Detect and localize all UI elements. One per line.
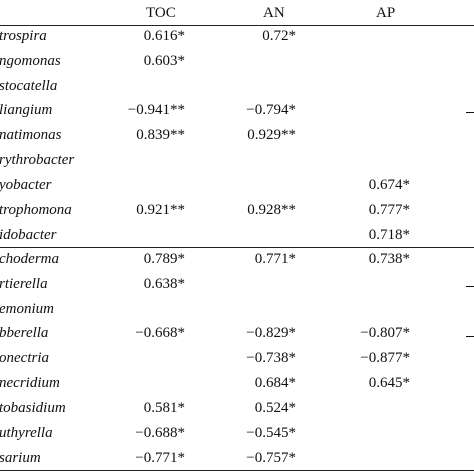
row-label: trospira <box>0 28 47 44</box>
row-label: tobasidium <box>0 400 66 416</box>
header-rule <box>0 25 474 26</box>
cell-toc: 0.616* <box>143 28 185 44</box>
cell-toc: −0.941** <box>127 102 185 118</box>
row-label: uthyrella <box>0 425 53 441</box>
cell-toc: 0.581* <box>143 400 185 416</box>
column-header-ap: AP <box>376 5 396 21</box>
row-label: emonium <box>0 301 54 317</box>
row-label: natimonas <box>0 127 62 143</box>
cell-ap: 0.718* <box>368 227 410 243</box>
bottom-rule <box>0 470 474 471</box>
cell-an: 0.684* <box>254 375 296 391</box>
cell-an: −0.545* <box>246 425 296 441</box>
cell-an: 0.771* <box>254 251 296 267</box>
cell-an: −0.794* <box>246 102 296 118</box>
cell-toc: −0.668* <box>135 325 185 341</box>
cell-ap: 0.674* <box>368 177 410 193</box>
cell-an: 0.929** <box>247 127 296 143</box>
cell-ap: 0.738* <box>368 251 410 267</box>
row-label: necridium <box>0 375 60 391</box>
cell-ap: 0.645* <box>368 375 410 391</box>
cell-ap: −0.807* <box>360 325 410 341</box>
row-label: trophomona <box>0 202 72 218</box>
clipped-column-mark <box>466 286 474 287</box>
row-label: rtierella <box>0 276 48 292</box>
cell-an: −0.829* <box>246 325 296 341</box>
cell-an: −0.757* <box>246 450 296 466</box>
cell-toc: 0.839** <box>136 127 185 143</box>
row-label: ngomonas <box>0 53 61 69</box>
cell-toc: 0.638* <box>143 276 185 292</box>
cell-an: −0.738* <box>246 350 296 366</box>
cell-ap: −0.877* <box>360 350 410 366</box>
cell-toc: −0.688* <box>135 425 185 441</box>
cell-an: 0.72* <box>262 28 296 44</box>
clipped-column-mark <box>466 336 474 337</box>
clipped-column-mark <box>466 112 474 113</box>
group-divider-rule <box>0 247 474 248</box>
row-label: choderma <box>0 251 59 267</box>
row-label: sarium <box>0 450 41 466</box>
column-header-toc: TOC <box>146 5 176 21</box>
row-label: liangium <box>0 102 53 118</box>
row-label: bberella <box>0 325 49 341</box>
row-label: yobacter <box>0 177 52 193</box>
cell-an: 0.928** <box>247 202 296 218</box>
cell-ap: 0.777* <box>368 202 410 218</box>
column-header-an: AN <box>263 5 285 21</box>
row-label: onectria <box>0 350 49 366</box>
cell-an: 0.524* <box>254 400 296 416</box>
cell-toc: 0.921** <box>136 202 185 218</box>
row-label: stocatella <box>0 78 58 94</box>
cell-toc: −0.771* <box>135 450 185 466</box>
cell-toc: 0.603* <box>143 53 185 69</box>
row-label: idobacter <box>0 227 57 243</box>
cell-toc: 0.789* <box>143 251 185 267</box>
row-label: rythrobacter <box>0 152 75 168</box>
